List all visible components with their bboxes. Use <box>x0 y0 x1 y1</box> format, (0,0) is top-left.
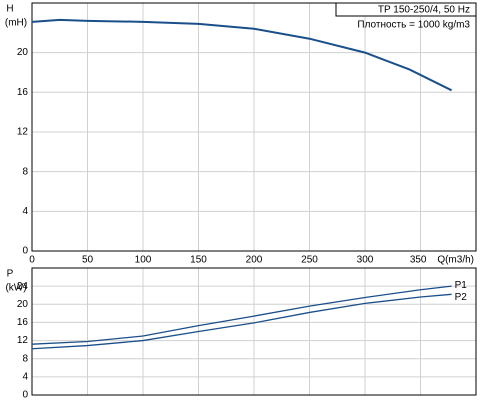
y-tick-label: 16 <box>17 87 29 98</box>
x-tick-label: 250 <box>301 255 318 266</box>
x-tick-label: 150 <box>190 255 207 266</box>
y-axis-unit: (mH) <box>5 18 27 29</box>
x-tick-label: 350 <box>410 255 427 266</box>
y-axis-label: P <box>7 269 14 280</box>
y-tick-label: 20 <box>17 299 29 310</box>
info-box <box>335 2 477 17</box>
y-tick-label: 16 <box>17 317 29 328</box>
y-tick-label: 20 <box>17 47 29 58</box>
curve <box>31 293 452 350</box>
plot-frame <box>31 2 477 252</box>
y-axis-label: H <box>6 4 13 15</box>
series-label: P2 <box>455 292 468 303</box>
y-tick-label: 0 <box>22 390 28 400</box>
x-tick-label: 300 <box>357 255 374 266</box>
x-tick-label: 200 <box>246 255 263 266</box>
y-tick-label: 12 <box>17 127 29 138</box>
chart-subtitle: Плотность = 1000 kg/m3 <box>357 20 470 31</box>
x-tick-label: 100 <box>135 255 152 266</box>
x-axis-label: Q(m3/h) <box>437 255 474 266</box>
y-tick-label: 24 <box>17 281 29 292</box>
series-label: P1 <box>455 280 468 291</box>
y-tick-label: 12 <box>17 335 29 346</box>
y-tick-label: 4 <box>22 371 28 382</box>
y-tick-label: 0 <box>22 246 28 257</box>
curve <box>31 285 452 345</box>
curve <box>31 18 453 92</box>
plot-frame <box>31 267 477 396</box>
x-tick-label: 50 <box>82 255 94 266</box>
chart-title: TP 150-250/4, 50 Hz <box>378 5 470 16</box>
y-tick-label: 4 <box>22 206 28 217</box>
y-tick-label: 8 <box>22 353 28 364</box>
y-tick-label: 8 <box>22 166 28 177</box>
x-tick-label: 0 <box>29 255 35 266</box>
y-axis-unit: (kW) <box>5 283 26 294</box>
